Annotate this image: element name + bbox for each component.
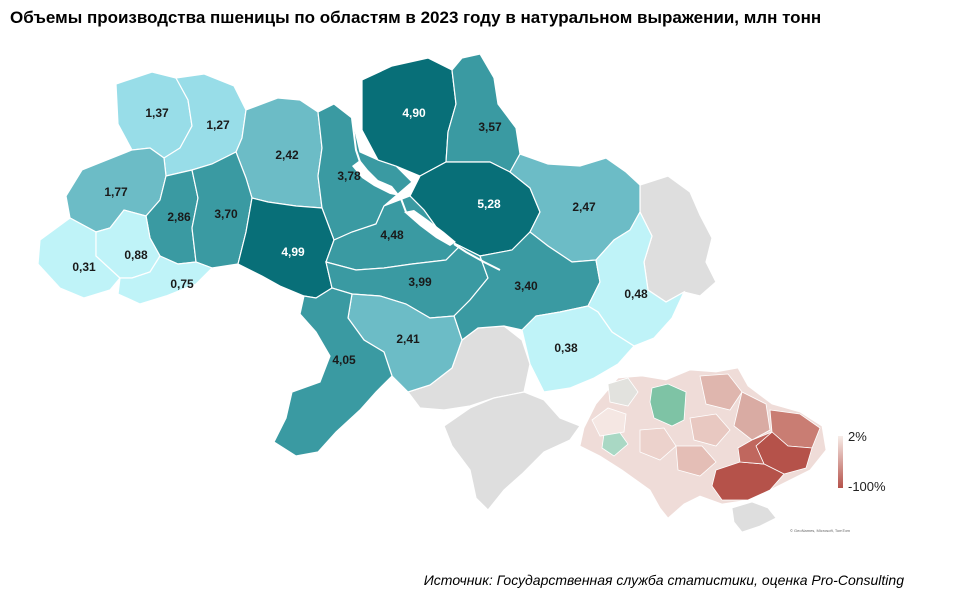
inset-region-mid-4 bbox=[639, 427, 677, 461]
legend-gradient-bar bbox=[838, 436, 843, 488]
occupied-territories bbox=[407, 175, 717, 511]
label-dnipropetrovsk: 3,40 bbox=[514, 279, 538, 293]
label-zhytomyr: 2,42 bbox=[275, 148, 299, 162]
river-segment bbox=[351, 117, 501, 271]
inset-region-green-1 bbox=[649, 383, 687, 427]
region-donetsk bbox=[521, 305, 635, 393]
label-donetsk: 0,38 bbox=[554, 341, 578, 355]
oblasts bbox=[37, 53, 686, 457]
region-zakarpattia bbox=[37, 217, 121, 299]
label-luhansk: 0,48 bbox=[624, 287, 648, 301]
inset-crimea bbox=[731, 501, 777, 533]
inset-region-mid-5 bbox=[675, 445, 717, 477]
label-kharkiv: 2,47 bbox=[572, 200, 596, 214]
kyiv-reservoir bbox=[352, 160, 400, 196]
region-labels: 1,37 1,27 2,42 3,78 4,90 3,57 1,77 2,86 … bbox=[72, 106, 648, 367]
kremenchuk-reservoir bbox=[404, 210, 456, 246]
label-kirovohrad: 3,99 bbox=[408, 275, 432, 289]
label-chernihiv: 4,90 bbox=[402, 106, 426, 120]
inset-legend: 2% -100% bbox=[838, 429, 886, 494]
inset-region-mid-3 bbox=[689, 413, 731, 447]
region-odesa bbox=[273, 287, 393, 457]
inset-region-mid-1 bbox=[699, 373, 743, 411]
dnipro-river bbox=[351, 117, 501, 271]
label-rivne: 1,27 bbox=[206, 118, 230, 132]
region-sumy bbox=[445, 53, 521, 173]
inset-region-mid-2 bbox=[733, 391, 771, 441]
inset-region-dark-4 bbox=[737, 431, 773, 465]
inset-region-light-1 bbox=[591, 407, 627, 437]
inset-credit: © GeoNames, Microsoft, TomTom bbox=[790, 528, 851, 533]
label-mykolaiv: 2,41 bbox=[396, 332, 420, 346]
label-volyn: 1,37 bbox=[145, 106, 169, 120]
region-crimea bbox=[443, 391, 581, 511]
label-kyiv: 3,78 bbox=[337, 169, 361, 183]
label-chernivtsi: 0,75 bbox=[170, 277, 194, 291]
region-chernivtsi bbox=[117, 255, 214, 305]
legend-max-label: 2% bbox=[848, 429, 867, 444]
inset-change-map: © GeoNames, Microsoft, TomTom bbox=[579, 367, 851, 533]
label-ternopil: 2,86 bbox=[167, 210, 191, 224]
label-khmelnytskyi: 3,70 bbox=[214, 207, 238, 221]
label-ivano-frankivsk: 0,88 bbox=[124, 248, 148, 262]
source-note: Источник: Государственная служба статист… bbox=[423, 572, 904, 588]
label-zakarpattia: 0,31 bbox=[72, 260, 96, 274]
legend-min-label: -100% bbox=[848, 479, 886, 494]
inset-region-gray-1 bbox=[607, 377, 639, 407]
label-cherkasy: 4,48 bbox=[380, 228, 404, 242]
label-odesa: 4,05 bbox=[332, 353, 356, 367]
label-poltava: 5,28 bbox=[477, 197, 501, 211]
chart-title: Объемы производства пшеницы по областям … bbox=[10, 8, 822, 27]
label-lviv: 1,77 bbox=[104, 185, 128, 199]
label-sumy: 3,57 bbox=[478, 120, 502, 134]
region-luhansk bbox=[587, 210, 686, 347]
label-vinnytsia: 4,99 bbox=[281, 245, 305, 259]
